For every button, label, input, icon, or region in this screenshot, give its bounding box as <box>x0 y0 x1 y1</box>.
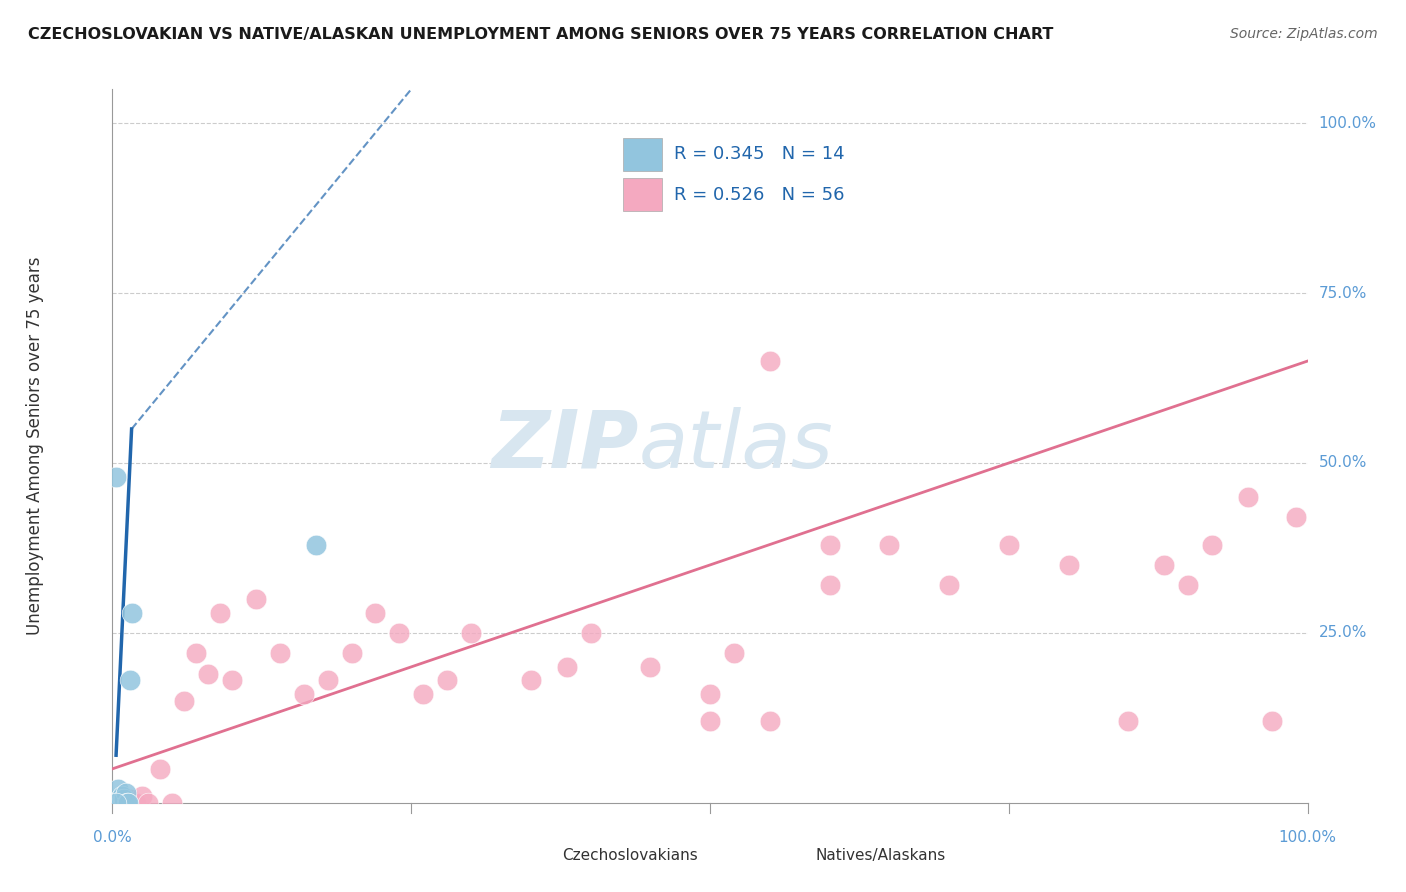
Bar <box>623 138 662 170</box>
Point <box>388 626 411 640</box>
Point <box>115 796 138 810</box>
Point <box>759 714 782 729</box>
Point <box>114 792 135 806</box>
Point <box>340 646 363 660</box>
Point <box>111 789 134 803</box>
Point <box>1057 558 1080 572</box>
Point <box>1285 510 1308 524</box>
Text: 0.0%: 0.0% <box>93 830 132 845</box>
Text: atlas: atlas <box>638 407 834 485</box>
Point <box>412 687 434 701</box>
Point <box>110 796 132 810</box>
Point <box>208 606 231 620</box>
Point <box>520 673 543 688</box>
Point <box>818 578 841 592</box>
Point <box>110 796 132 810</box>
Point <box>579 626 602 640</box>
Point <box>112 796 135 810</box>
Point <box>877 537 900 551</box>
Text: R = 0.345   N = 14: R = 0.345 N = 14 <box>675 145 845 163</box>
Text: 75.0%: 75.0% <box>1319 285 1367 301</box>
Text: 100.0%: 100.0% <box>1319 116 1376 131</box>
Text: Unemployment Among Seniors over 75 years: Unemployment Among Seniors over 75 years <box>25 257 44 635</box>
Point <box>114 796 135 810</box>
Point <box>105 796 128 810</box>
Point <box>460 626 482 640</box>
Point <box>114 796 136 810</box>
Point <box>138 796 160 810</box>
Point <box>149 762 172 776</box>
Point <box>197 666 219 681</box>
Point <box>120 673 142 688</box>
Point <box>699 714 721 729</box>
Point <box>638 660 662 674</box>
Point <box>121 606 143 620</box>
Point <box>221 673 243 688</box>
Point <box>1177 578 1199 592</box>
Point <box>316 673 339 688</box>
Point <box>1116 714 1139 729</box>
Bar <box>623 178 662 211</box>
Text: Czechoslovakians: Czechoslovakians <box>562 848 699 863</box>
Point <box>120 792 142 806</box>
Point <box>162 796 183 810</box>
Point <box>122 796 145 810</box>
Point <box>555 660 578 674</box>
Point <box>108 792 131 806</box>
Point <box>1153 558 1175 572</box>
Text: Source: ZipAtlas.com: Source: ZipAtlas.com <box>1230 27 1378 41</box>
Point <box>245 591 267 606</box>
Point <box>186 646 208 660</box>
Text: 100.0%: 100.0% <box>1278 830 1337 845</box>
Point <box>112 792 135 806</box>
Point <box>699 687 721 701</box>
Point <box>938 578 960 592</box>
Point <box>107 796 129 810</box>
Text: 25.0%: 25.0% <box>1319 625 1367 640</box>
Point <box>107 782 129 797</box>
Text: Natives/Alaskans: Natives/Alaskans <box>815 848 946 863</box>
Point <box>269 646 291 660</box>
Point <box>304 537 326 551</box>
Point <box>1201 537 1223 551</box>
Point <box>121 796 143 810</box>
Point <box>998 537 1021 551</box>
Point <box>115 796 138 810</box>
Point <box>125 796 148 810</box>
Point <box>723 646 745 660</box>
Point <box>759 354 782 368</box>
Point <box>364 606 387 620</box>
Point <box>436 673 458 688</box>
Point <box>121 796 143 810</box>
Point <box>105 469 128 483</box>
Point <box>118 796 141 810</box>
Point <box>292 687 315 701</box>
Point <box>108 796 131 810</box>
Point <box>1260 714 1282 729</box>
Point <box>818 537 841 551</box>
Text: R = 0.526   N = 56: R = 0.526 N = 56 <box>675 186 845 203</box>
Text: CZECHOSLOVAKIAN VS NATIVE/ALASKAN UNEMPLOYMENT AMONG SENIORS OVER 75 YEARS CORRE: CZECHOSLOVAKIAN VS NATIVE/ALASKAN UNEMPL… <box>28 27 1053 42</box>
Point <box>114 786 136 800</box>
Point <box>131 789 153 803</box>
Text: ZIP: ZIP <box>491 407 638 485</box>
Point <box>173 694 195 708</box>
Point <box>1237 490 1260 504</box>
Point <box>117 796 139 810</box>
Point <box>117 796 139 810</box>
Point <box>111 796 134 810</box>
Text: 50.0%: 50.0% <box>1319 456 1367 470</box>
